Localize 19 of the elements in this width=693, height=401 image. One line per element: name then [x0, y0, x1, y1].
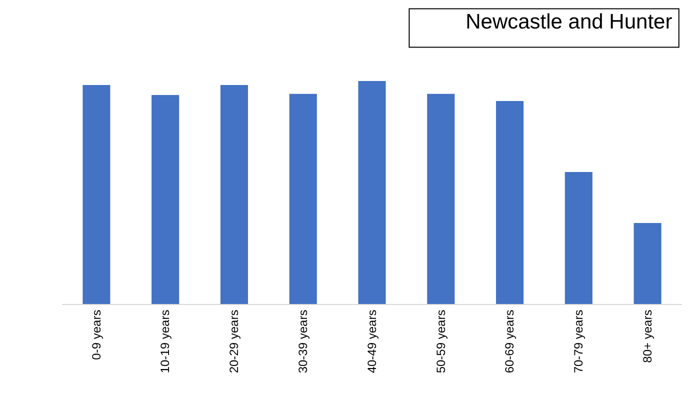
x-tick-label: 30-39 years	[296, 310, 310, 374]
bar	[289, 94, 317, 304]
x-tick-label: 60-69 years	[502, 310, 517, 374]
x-tick-label: 70-79 years	[572, 310, 586, 374]
bar	[427, 94, 455, 304]
bar	[496, 101, 524, 304]
bar	[220, 84, 248, 304]
bar	[82, 84, 110, 304]
bar	[564, 172, 592, 304]
x-tick-label: 40-49 years	[364, 310, 379, 374]
bar	[358, 80, 386, 304]
x-tick-label: 10-19 years	[158, 310, 172, 374]
x-tick-label: 0-9 years	[89, 310, 104, 360]
x-tick-label: 20-29 years	[227, 310, 242, 374]
x-tick-label: 50-59 years	[434, 310, 448, 374]
bar	[634, 223, 662, 304]
x-tick-label: 80+ years	[640, 310, 654, 363]
chart-title: Newcastle and Hunter	[466, 10, 672, 34]
bar	[152, 95, 180, 304]
